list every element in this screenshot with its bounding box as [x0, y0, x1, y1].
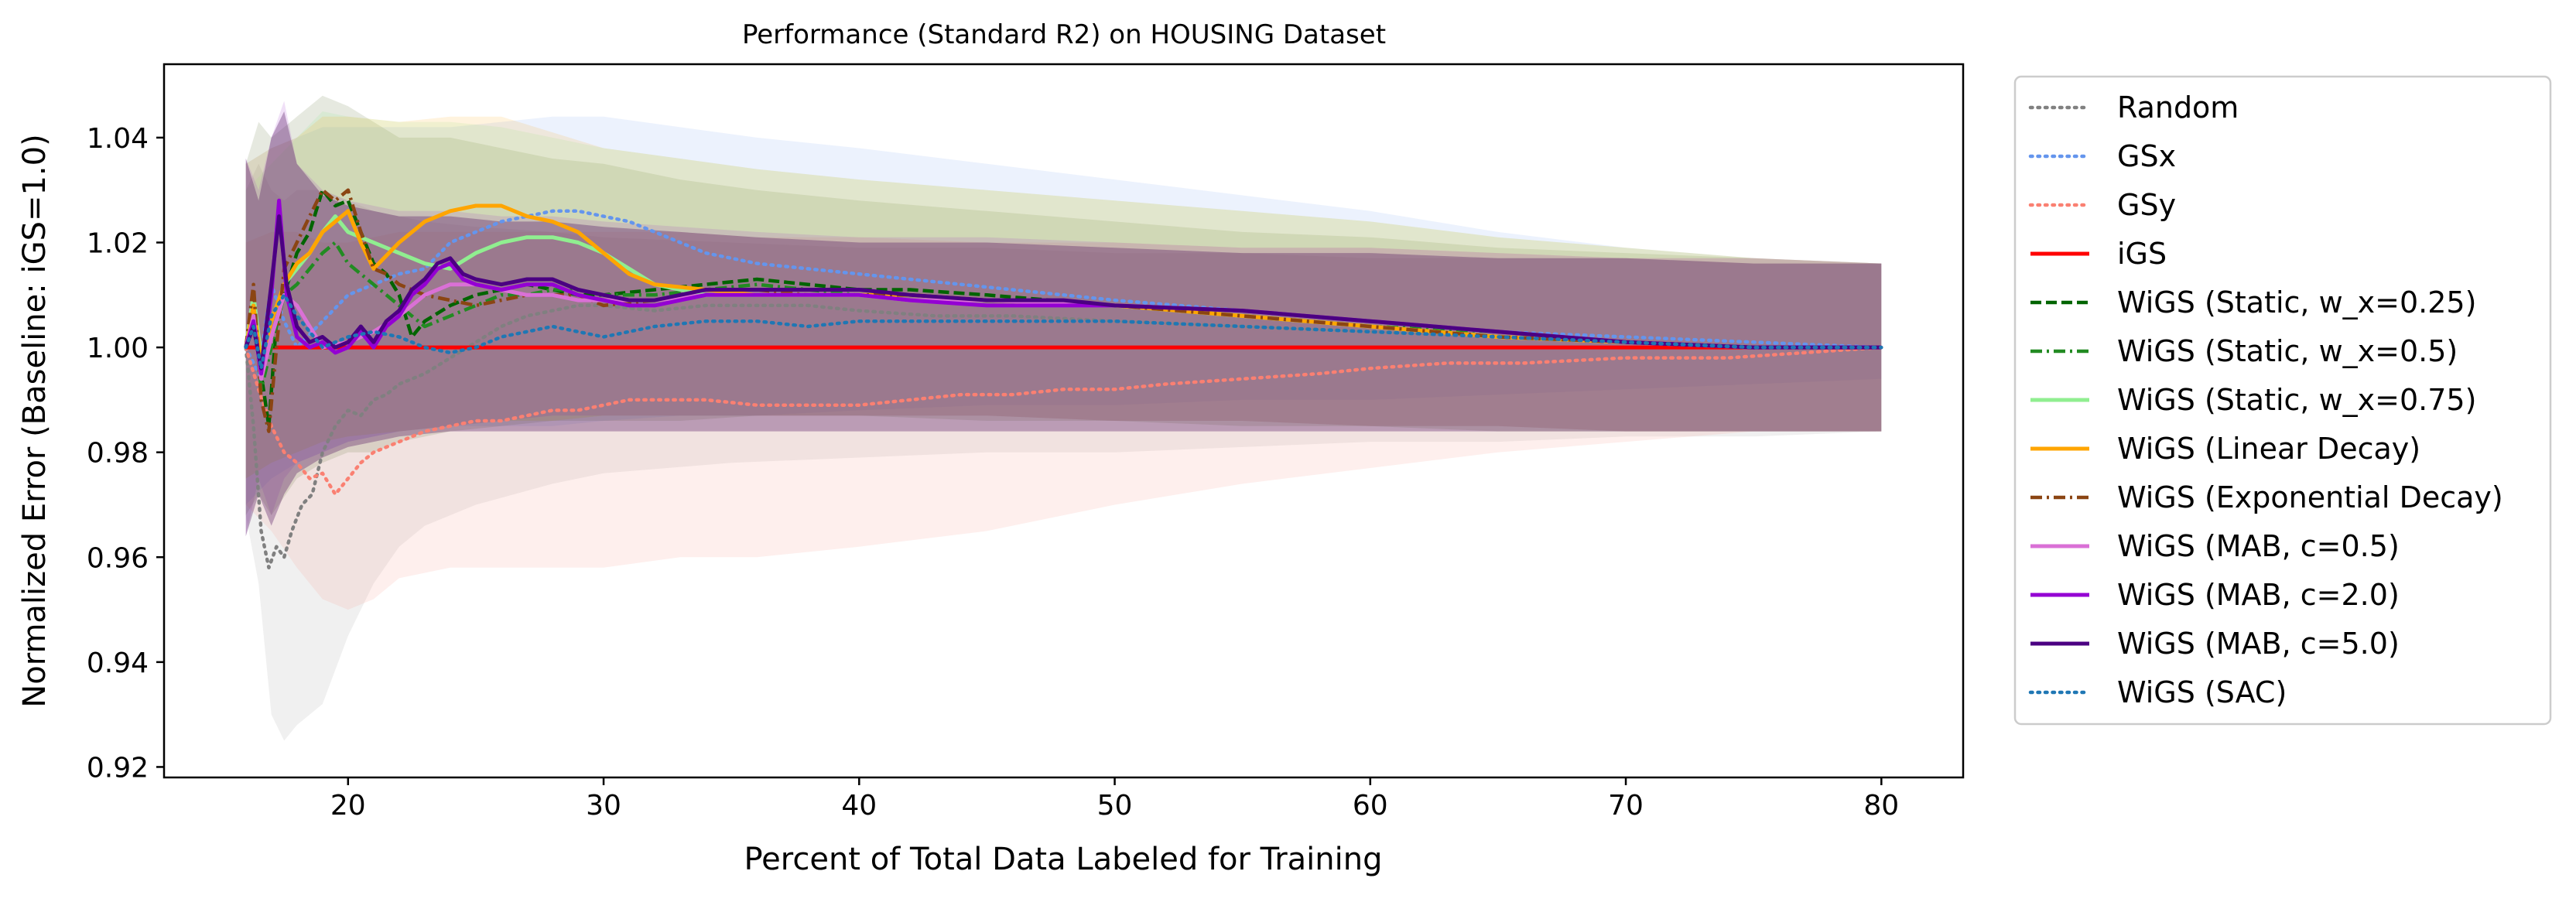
legend-label-wigs-mab-c-2-0: WiGS (MAB, c=2.0) [2117, 578, 2400, 612]
series-lines [244, 188, 1883, 570]
y-tick-label: 1.04 [87, 123, 149, 155]
series-line-wigs-mab-c-5-0 [244, 214, 1882, 371]
legend-label-gsy: GSy [2117, 188, 2176, 222]
legend-label-wigs-sac: WiGS (SAC) [2117, 675, 2287, 709]
series-line-wigs-mab-c-2-0 [244, 198, 1882, 376]
x-tick-label: 50 [1097, 790, 1133, 822]
plot-frame [162, 63, 1965, 779]
legend-label-wigs-linear-decay: WiGS (Linear Decay) [2117, 432, 2420, 466]
x-axis-label: Percent of Total Data Labeled for Traini… [744, 842, 1382, 877]
x-tick-label: 70 [1608, 790, 1644, 822]
band-wigs-linear-decay [245, 116, 1882, 479]
y-axis-ticks: 0.92 0.94 0.96 0.98 1.00 1.02 1.04 [87, 123, 164, 784]
y-tick-label: 0.96 [87, 542, 149, 574]
y-axis-label: Normalized Error (Baseline: iGS=1.0) [17, 134, 53, 707]
y-tick-label: 0.98 [87, 438, 149, 470]
y-tick-label: 1.00 [87, 333, 149, 364]
band-random [245, 163, 1882, 741]
y-tick-label: 1.02 [87, 228, 149, 260]
series-line-gsx [244, 209, 1883, 376]
series-line-wigs-sac [244, 293, 1883, 371]
legend-items: Random GSx GSy iGS WiGS (Static, w_x=0.25) Wi… [2028, 91, 2503, 709]
x-tick-label: 60 [1353, 790, 1388, 822]
band-wigs-mab-c-5-0 [245, 111, 1882, 537]
legend-label-wigs-mab-c-0-5: WiGS (MAB, c=0.5) [2117, 529, 2400, 563]
chart-title: Performance (Standard R2) on HOUSING Dat… [742, 19, 1386, 50]
x-tick-label: 40 [841, 790, 877, 822]
legend-label-wigs-static-w-x-0-25: WiGS (Static, w_x=0.25) [2117, 285, 2476, 319]
legend-frame [2013, 75, 2552, 726]
y-tick-label: 0.94 [87, 647, 149, 679]
series-line-gsy [244, 345, 1883, 497]
x-tick-label: 30 [586, 790, 621, 822]
x-tick-label: 80 [1863, 790, 1899, 822]
legend-label-wigs-static-w-x-0-75: WiGS (Static, w_x=0.75) [2117, 383, 2476, 417]
y-tick-label: 0.92 [87, 752, 149, 784]
legend-label-wigs-exponential-decay: WiGS (Exponential Decay) [2117, 480, 2503, 514]
legend-label-wigs-mab-c-5-0: WiGS (MAB, c=5.0) [2117, 627, 2400, 661]
legend: Random GSx GSy iGS WiGS (Static, w_x=0.25) Wi… [2013, 75, 2552, 726]
legend-label-wigs-static-w-x-0-5: WiGS (Static, w_x=0.5) [2117, 334, 2458, 368]
x-axis-ticks: 20 30 40 50 60 70 80 [330, 777, 1899, 822]
legend-label-igs: iGS [2117, 237, 2167, 271]
legend-label-random: Random [2117, 91, 2239, 125]
band-gsx [245, 116, 1882, 505]
series-line-random [244, 303, 1883, 570]
x-tick-label: 20 [330, 790, 366, 822]
legend-label-gsx: GSx [2117, 139, 2176, 173]
